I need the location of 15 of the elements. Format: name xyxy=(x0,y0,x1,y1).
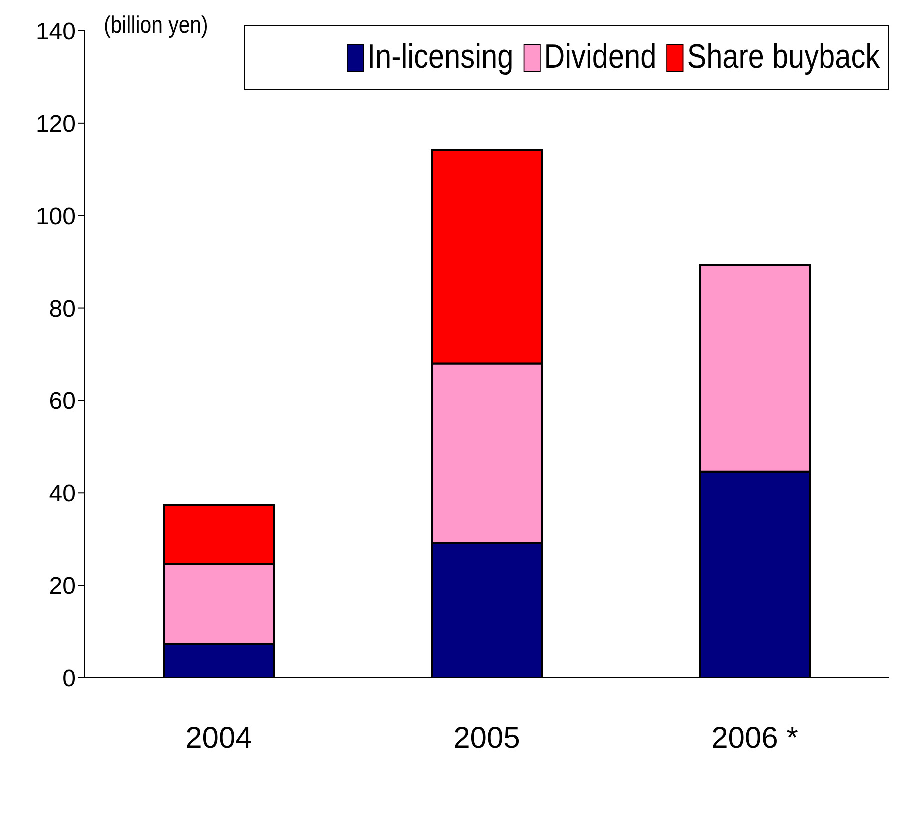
y-tick-label: 100 xyxy=(36,203,76,230)
y-tick-label: 140 xyxy=(36,18,76,46)
legend-label: In-licensing xyxy=(366,38,514,77)
x-tick-label: 2005 xyxy=(454,722,520,755)
y-axis-title: (billion yen) xyxy=(104,12,208,40)
x-tick-label: 2006 * xyxy=(712,722,799,755)
y-tick-label: 60 xyxy=(49,388,76,416)
x-tick-label: 2004 xyxy=(186,722,252,755)
legend-label: Share buyback xyxy=(686,38,880,77)
legend-label: Dividend xyxy=(543,38,657,77)
y-tick-label: 0 xyxy=(62,666,76,693)
y-tick-label: 80 xyxy=(49,296,76,323)
y-tick-label: 40 xyxy=(49,480,76,508)
y-tick-label: 20 xyxy=(49,573,76,600)
y-tick-label: 120 xyxy=(36,110,76,138)
